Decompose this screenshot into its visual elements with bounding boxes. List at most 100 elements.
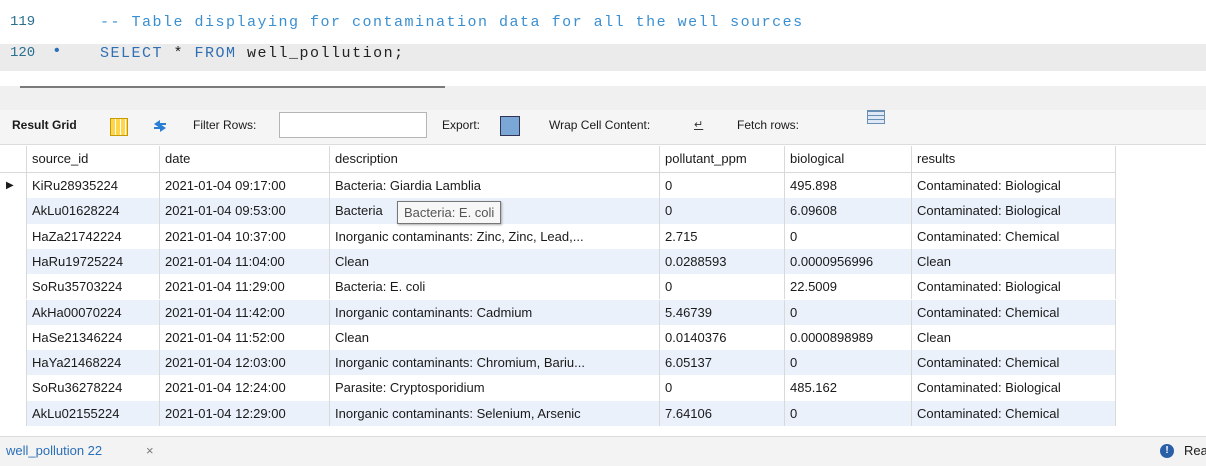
column-header[interactable]: date (160, 146, 330, 172)
tab-close[interactable]: × (146, 443, 154, 458)
row-indicator (0, 400, 27, 426)
table-cell[interactable]: Inorganic contaminants: Selenium, Arseni… (330, 400, 660, 426)
table-cell[interactable]: 2021-01-04 11:42:00 (160, 299, 330, 325)
table-cell[interactable]: AkLu01628224 (27, 198, 160, 224)
table-cell[interactable]: Clean (912, 248, 1116, 275)
table-cell[interactable]: Bacteria: Giardia Lamblia (330, 173, 660, 199)
table-cell[interactable]: Inorganic contaminants: Cadmium (330, 299, 660, 325)
table-cell[interactable]: KiRu28935224 (27, 173, 160, 199)
code-line: -- Table displaying for contamination da… (100, 14, 804, 31)
table-cell[interactable]: 22.5009 (785, 274, 912, 300)
table-cell[interactable]: 0 (660, 274, 785, 300)
table-cell[interactable]: 0 (785, 299, 912, 325)
table-cell[interactable]: AkHa00070224 (27, 299, 160, 325)
fetch-rows-label: Fetch rows: (737, 118, 800, 132)
table-cell[interactable]: 0 (785, 400, 912, 426)
table-cell[interactable]: Inorganic contaminants: Zinc, Zinc, Lead… (330, 223, 660, 249)
table-cell[interactable]: 0 (785, 223, 912, 249)
table-cell[interactable]: Contaminated: Biological (912, 375, 1116, 401)
result-tab[interactable]: well_pollution 22 (6, 443, 103, 458)
table-cell[interactable]: 485.162 (785, 375, 912, 401)
table-row[interactable]: SoRu35703224 2021-01-04 11:29:00 Bacteria:… (0, 274, 1116, 300)
table-cell[interactable]: 5.46739 (660, 299, 785, 325)
table-cell[interactable]: Parasite: Cryptosporidium (330, 375, 660, 401)
table-row[interactable]: ▶ KiRu28935224 2021-01-04 09:17:00 Bacteria… (0, 173, 1116, 199)
table-row[interactable]: HaRu19725224 2021-01-04 11:04:00 Clean 0.02… (0, 248, 1116, 275)
wrap-icon[interactable]: ↵ (694, 119, 704, 131)
table-cell[interactable]: AkLu02155224 (27, 400, 160, 426)
splitter (0, 86, 1206, 110)
table-cell[interactable]: Clean (330, 248, 660, 275)
table-row[interactable]: SoRu36278224 2021-01-04 12:24:00 Parasite:… (0, 375, 1116, 401)
table-cell[interactable]: 0.0288593 (660, 248, 785, 275)
table-cell[interactable]: 2021-01-04 09:17:00 (160, 173, 330, 199)
table-cell[interactable]: Contaminated: Chemical (912, 400, 1116, 426)
wrap-cell-content-label: Wrap Cell Content: (549, 118, 651, 132)
table-cell[interactable]: 2.715 (660, 223, 785, 249)
table-cell[interactable]: Clean (912, 324, 1116, 351)
grid-icon[interactable] (110, 118, 128, 136)
row-indicator (0, 274, 27, 300)
table-cell[interactable]: 0 (785, 350, 912, 376)
table-row[interactable]: AkLu01628224 2021-01-04 09:53:00 Bacteria 0… (0, 198, 1116, 224)
table-cell[interactable]: 0.0000898989 (785, 324, 912, 351)
table-cell[interactable]: HaYa21468224 (27, 350, 160, 376)
table-cell[interactable]: HaZa21742224 (27, 223, 160, 249)
table-cell[interactable]: Bacteria: E. coli (330, 274, 660, 300)
bottom-bar: well_pollution 22 × ! Rea (0, 436, 1206, 466)
table-row[interactable]: AkHa00070224 2021-01-04 11:42:00 Inorganic… (0, 299, 1116, 325)
table-row[interactable]: AkLu02155224 2021-01-04 12:29:00 Inorganic… (0, 400, 1116, 426)
table-cell[interactable]: Contaminated: Biological (912, 198, 1116, 224)
column-header[interactable]: source_id (27, 146, 160, 172)
table-cell[interactable]: Inorganic contaminants: Chromium, Bariu.… (330, 350, 660, 376)
table-row[interactable]: HaZa21742224 2021-01-04 10:37:00 Inorganic… (0, 223, 1116, 249)
table-cell[interactable]: 2021-01-04 11:52:00 (160, 324, 330, 351)
table-cell[interactable]: HaRu19725224 (27, 248, 160, 275)
table-cell[interactable]: Contaminated: Biological (912, 173, 1116, 199)
table-row[interactable]: HaYa21468224 2021-01-04 12:03:00 Inorganic… (0, 350, 1116, 376)
row-indicator: ▶ (0, 173, 27, 199)
table-cell[interactable]: 0.0000956996 (785, 248, 912, 275)
column-header[interactable]: results (912, 146, 1116, 172)
table-cell[interactable]: SoRu35703224 (27, 274, 160, 300)
table-cell[interactable]: 2021-01-04 12:24:00 (160, 375, 330, 401)
sql-editor: 119 -- Table displaying for contamination… (0, 0, 1206, 86)
result-grid-button[interactable]: Result Grid (12, 118, 77, 132)
code-token: SELECT (100, 45, 164, 62)
table-cell[interactable]: 495.898 (785, 173, 912, 199)
table-cell[interactable]: SoRu36278224 (27, 375, 160, 401)
table-cell[interactable]: Contaminated: Chemical (912, 223, 1116, 249)
export-icon[interactable] (500, 116, 520, 136)
table-cell[interactable]: 0 (660, 375, 785, 401)
filter-input[interactable] (279, 112, 427, 138)
table-cell[interactable]: Contaminated: Chemical (912, 299, 1116, 325)
table-cell[interactable]: 2021-01-04 11:29:00 (160, 274, 330, 300)
table-cell[interactable]: 2021-01-04 09:53:00 (160, 198, 330, 224)
table-cell[interactable]: 0.0140376 (660, 324, 785, 351)
column-header[interactable]: pollutant_ppm (660, 146, 785, 172)
code-line: SELECT * FROM well_pollution; (100, 45, 405, 62)
table-cell[interactable]: HaSe21346224 (27, 324, 160, 351)
table-cell[interactable]: 2021-01-04 12:03:00 (160, 350, 330, 376)
table-cell[interactable]: 6.09608 (785, 198, 912, 224)
fetch-icon[interactable] (867, 110, 885, 124)
refresh-icon[interactable] (152, 118, 168, 134)
current-line-highlight (0, 44, 1206, 71)
table-cell[interactable]: 7.64106 (660, 400, 785, 426)
column-header[interactable]: description (330, 146, 660, 172)
table-row[interactable]: HaSe21346224 2021-01-04 11:52:00 Clean 0.01… (0, 324, 1116, 351)
table-cell[interactable]: Contaminated: Biological (912, 274, 1116, 300)
table-cell[interactable]: 6.05137 (660, 350, 785, 376)
header-row: source_id date description pollutant_ppm bio… (0, 146, 1116, 173)
row-indicator (0, 324, 27, 351)
table-cell[interactable]: 2021-01-04 11:04:00 (160, 248, 330, 275)
column-header[interactable]: biological (785, 146, 912, 172)
table-cell[interactable]: Contaminated: Chemical (912, 350, 1116, 376)
table-cell[interactable]: Bacteria (330, 198, 660, 224)
code-token: FROM (194, 45, 237, 62)
table-cell[interactable]: Clean (330, 324, 660, 351)
table-cell[interactable]: 2021-01-04 12:29:00 (160, 400, 330, 426)
table-cell[interactable]: 0 (660, 198, 785, 224)
table-cell[interactable]: 0 (660, 173, 785, 199)
table-cell[interactable]: 2021-01-04 10:37:00 (160, 223, 330, 249)
